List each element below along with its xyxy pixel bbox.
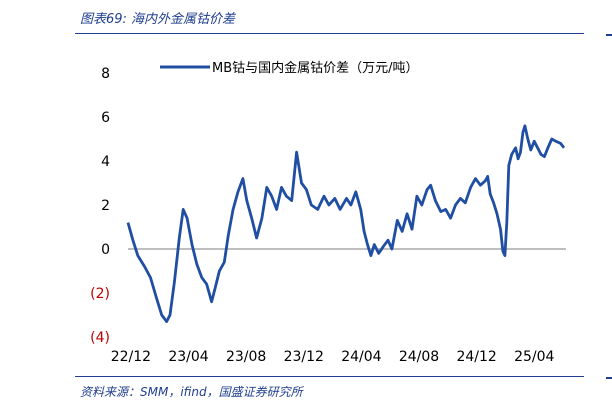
y-tick-label: 0 xyxy=(101,242,110,258)
edge-mark-bottom xyxy=(606,377,612,379)
x-tick-label: 24/12 xyxy=(456,349,496,365)
x-axis-ticks: 22/12 23/04 23/08 23/12 24/04 24/08 24/12 25/04 xyxy=(111,349,555,365)
x-tick-label: 24/08 xyxy=(399,349,439,365)
x-tick-label: 23/08 xyxy=(226,349,266,365)
source-note: 资料来源：SMM，ifind，国盛证券研究所 xyxy=(80,385,303,399)
legend: MB钴与国内金属钴价差（万元/吨） xyxy=(160,60,419,76)
title-rule xyxy=(75,33,584,34)
edge-mark-top xyxy=(606,34,612,36)
y-tick-label: 2 xyxy=(101,198,110,214)
y-tick-label: (4) xyxy=(90,330,110,346)
source-rule xyxy=(75,376,584,377)
x-tick-label: 25/04 xyxy=(514,349,554,365)
y-axis-ticks: 8 6 4 2 0 (2) (4) xyxy=(90,66,110,346)
x-tick-label: 23/12 xyxy=(284,349,324,365)
legend-label: MB钴与国内金属钴价差（万元/吨） xyxy=(212,60,419,76)
x-tick-label: 24/04 xyxy=(341,349,381,365)
y-tick-label: 8 xyxy=(101,66,110,82)
x-tick-label: 23/04 xyxy=(168,349,208,365)
y-tick-label: 6 xyxy=(101,110,110,126)
series-line xyxy=(126,124,566,324)
y-tick-label: (2) xyxy=(90,286,110,302)
figure-title: 图表69: 海内外金属钴价差 xyxy=(80,12,236,27)
x-tick-label: 22/12 xyxy=(111,349,151,365)
y-tick-label: 4 xyxy=(101,154,110,170)
